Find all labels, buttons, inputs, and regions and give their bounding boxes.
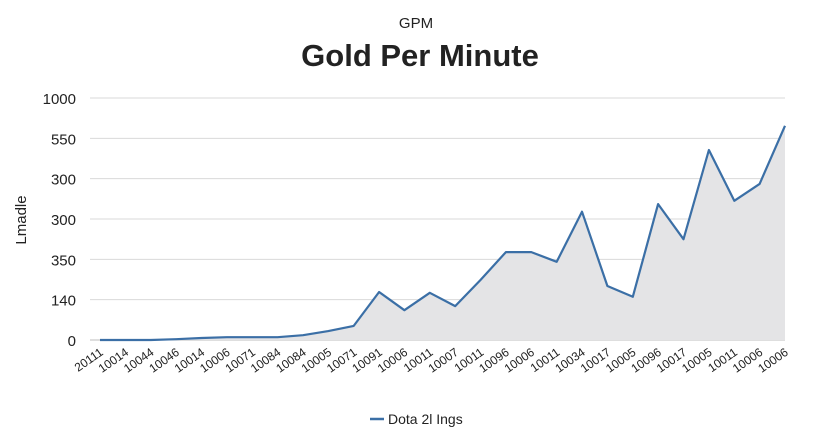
y-tick-label: 550	[51, 131, 76, 148]
chart-subtitle: GPM	[399, 15, 433, 32]
y-axis-title: Lmadle	[13, 195, 30, 244]
y-tick-label: 300	[51, 212, 76, 229]
line	[100, 125, 787, 342]
x-tick-label: 10006	[755, 345, 791, 376]
y-tick-label: 0	[68, 333, 76, 350]
y-tick-label: 1000	[43, 91, 76, 108]
y-tick-label: 350	[51, 252, 76, 269]
area	[100, 125, 785, 340]
chart-title: Gold Per Minute	[301, 38, 539, 73]
y-tick-label: 300	[51, 172, 76, 189]
y-tick-label: 140	[51, 293, 76, 310]
legend-label: Dota 2l Ings	[388, 411, 463, 427]
